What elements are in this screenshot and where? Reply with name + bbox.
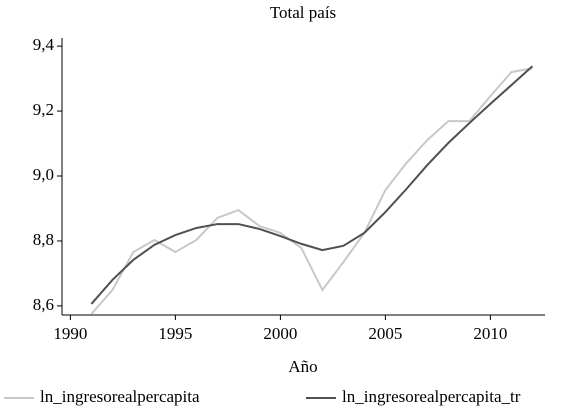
y-tick-label: 8,6 — [33, 295, 54, 314]
x-axis-label: Año — [288, 357, 317, 376]
y-tick-label: 9,4 — [33, 35, 55, 54]
x-tick-label: 2000 — [263, 324, 297, 343]
legend-label: ln_ingresorealpercapita — [40, 387, 200, 406]
series-line — [90, 67, 533, 315]
y-tick-label: 9,2 — [33, 100, 54, 119]
y-tick-label: 9,0 — [33, 165, 54, 184]
x-tick-label: 1995 — [158, 324, 192, 343]
legend-label: ln_ingresorealpercapita_tr — [342, 387, 521, 406]
series-line — [90, 65, 534, 305]
x-tick-label: 2010 — [473, 324, 507, 343]
x-tick-label: 1990 — [53, 324, 87, 343]
y-tick-label: 8,8 — [33, 230, 54, 249]
chart-title: Total país — [270, 3, 336, 22]
x-tick-label: 2005 — [368, 324, 402, 343]
